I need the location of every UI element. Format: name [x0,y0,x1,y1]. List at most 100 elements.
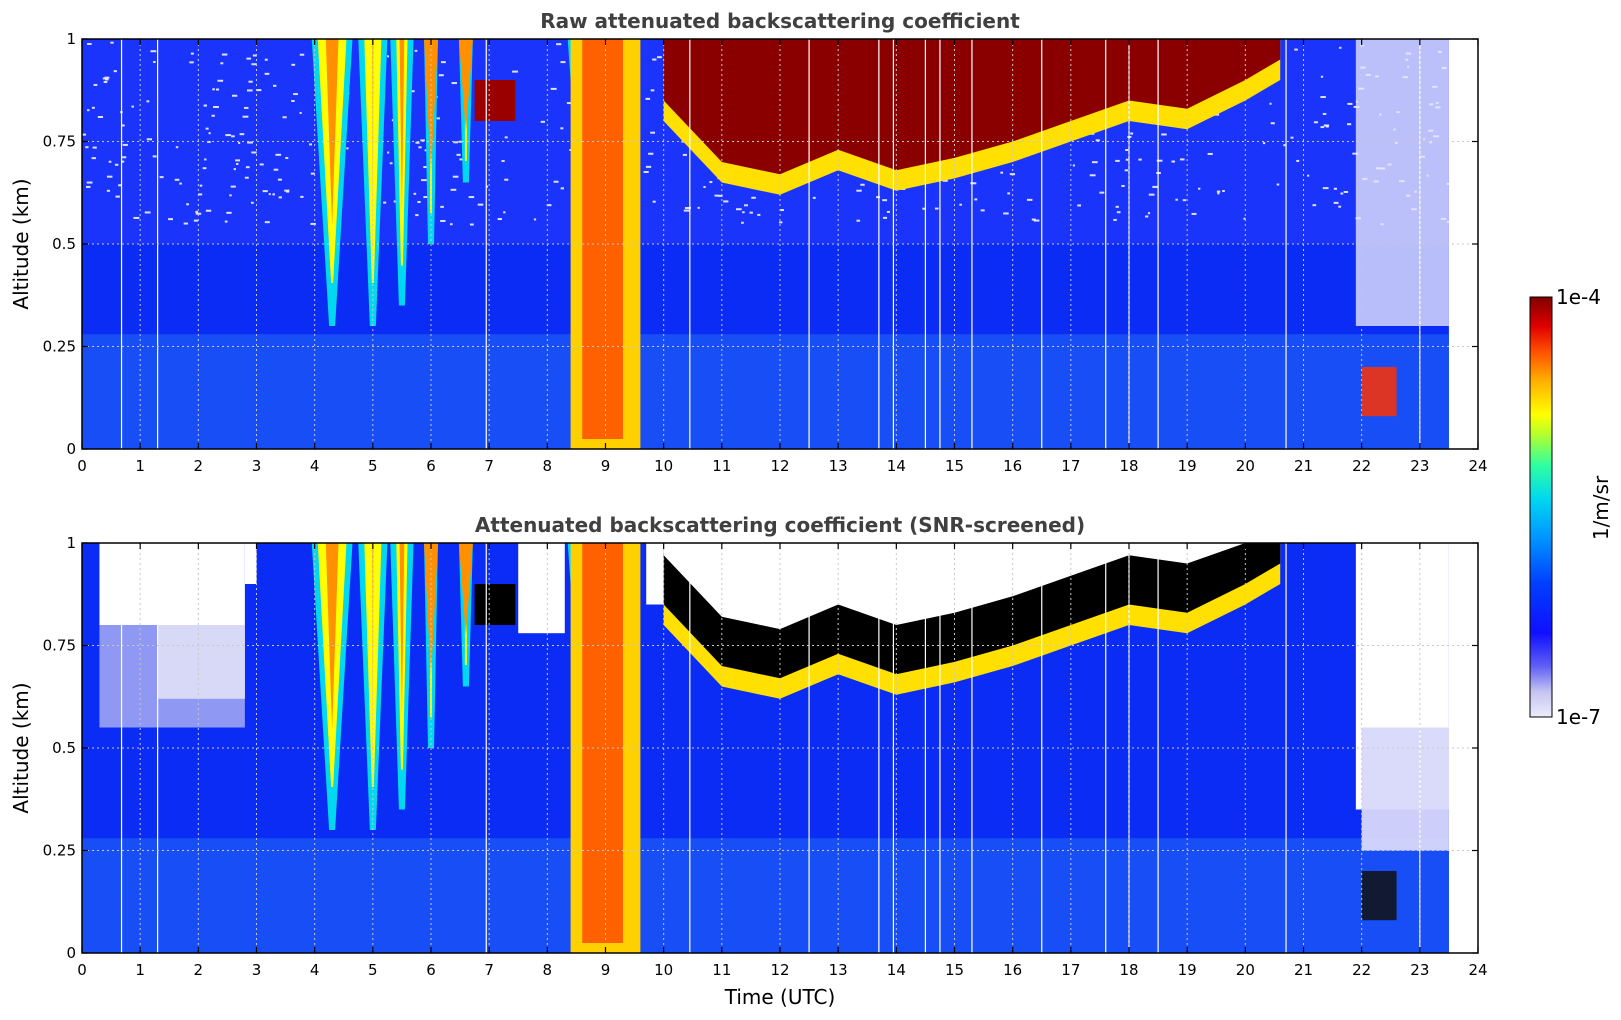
noise-speck [97,115,104,118]
noise-speck [204,158,207,161]
precip-shaft-core [399,543,405,717]
noise-speck [477,203,484,206]
noise-speck [284,189,290,192]
noise-speck [121,160,125,163]
noise-speck [387,55,390,58]
panel-screened-title: Attenuated backscattering coefficient (S… [475,513,1085,537]
noise-speck [1312,204,1317,207]
noise-speck [1179,158,1185,161]
noise-speck [648,152,654,155]
x-tick-label: 9 [601,961,611,979]
noise-speck [114,163,119,166]
noise-speck [1115,205,1119,208]
noise-speck [168,218,174,221]
x-tick-label: 10 [654,457,673,475]
noise-speck [970,182,977,185]
noise-speck [235,159,241,162]
x-tick-label: 2 [194,961,204,979]
noise-speck [451,82,457,85]
x-tick-label: 16 [1003,457,1022,475]
noise-speck [202,167,207,170]
panel-raw-ylabel: Altitude (km) [9,178,33,309]
heatmap-lower-band [82,838,1449,953]
noise-speck [980,209,985,212]
noise-speck [1116,211,1121,214]
noise-speck [882,199,888,202]
noise-speck [757,213,761,216]
x-tick-label: 4 [310,457,320,475]
colorbar-label: 1/m/sr [1589,475,1613,540]
noise-speck [684,207,691,210]
noise-speck [174,178,180,181]
noise-speck [1276,183,1280,186]
noise-speck [682,153,687,156]
precip-shaft-core [458,39,473,133]
panel-screened-grid [82,543,1478,953]
x-tick-label: 17 [1061,961,1080,979]
noise-speck [415,214,419,217]
noise-speck [92,146,97,149]
panel-screened-y-ticks: 0 0.25 0.5 0.75 1 [43,534,1478,962]
noise-speck [1095,139,1100,142]
noise-speck [86,181,93,184]
noise-speck [131,105,134,108]
noise-speck [1033,219,1040,222]
noise-speck [1161,133,1167,136]
noise-speck [186,203,189,206]
x-tick-label: 24 [1468,457,1487,475]
noise-speck [1130,132,1134,135]
noise-speck [104,76,110,79]
noise-speck [293,93,298,96]
noise-speck [469,223,474,226]
noise-speck [118,184,122,187]
noise-speck [546,204,552,207]
precip-shaft-core [399,39,405,213]
screened-region [99,543,158,625]
noise-speck [82,133,87,136]
noise-speck [309,143,312,146]
noise-speck [415,141,420,144]
y-tick-label: 0.5 [52,235,76,253]
noise-speck [812,196,816,199]
noise-speck [1148,193,1155,196]
noise-speck [285,157,289,160]
noise-speck [1121,184,1125,187]
noise-speck [282,116,287,119]
noise-speck [1156,159,1163,162]
noise-speck [1198,187,1201,190]
noise-speck [942,179,948,182]
noise-speck [501,160,505,163]
noise-speck [205,209,212,212]
x-tick-label: 6 [426,961,436,979]
x-tick-label: 12 [770,961,789,979]
panel-screened-heatmap [82,543,1449,953]
noise-speck [224,220,228,223]
noise-speck [85,146,89,149]
noise-speck [106,175,113,178]
noise-speck [213,105,219,108]
noise-speck [421,179,427,182]
noise-speck [886,210,890,213]
noise-speck [231,135,235,138]
noise-speck [556,43,562,46]
noise-speck [251,63,257,66]
noise-speck [723,200,729,203]
noise-speck [205,127,209,130]
low-feature [1361,367,1397,417]
noise-speck [1290,136,1294,139]
precip-shaft-core [325,39,339,226]
noise-speck [1352,152,1359,155]
noise-speck [1124,169,1129,172]
panel-raw-grid [82,39,1478,449]
noise-speck [212,88,215,91]
noise-speck [262,190,268,193]
noise-speck [560,187,564,190]
noise-speck [251,151,257,154]
noise-speck [703,186,706,189]
noise-speck [440,61,446,64]
noise-speck [1145,215,1149,218]
noise-speck [159,176,164,179]
colorbar-max-label: 1e-4 [1556,285,1601,309]
noise-speck [179,182,182,185]
noise-speck [1343,190,1349,193]
